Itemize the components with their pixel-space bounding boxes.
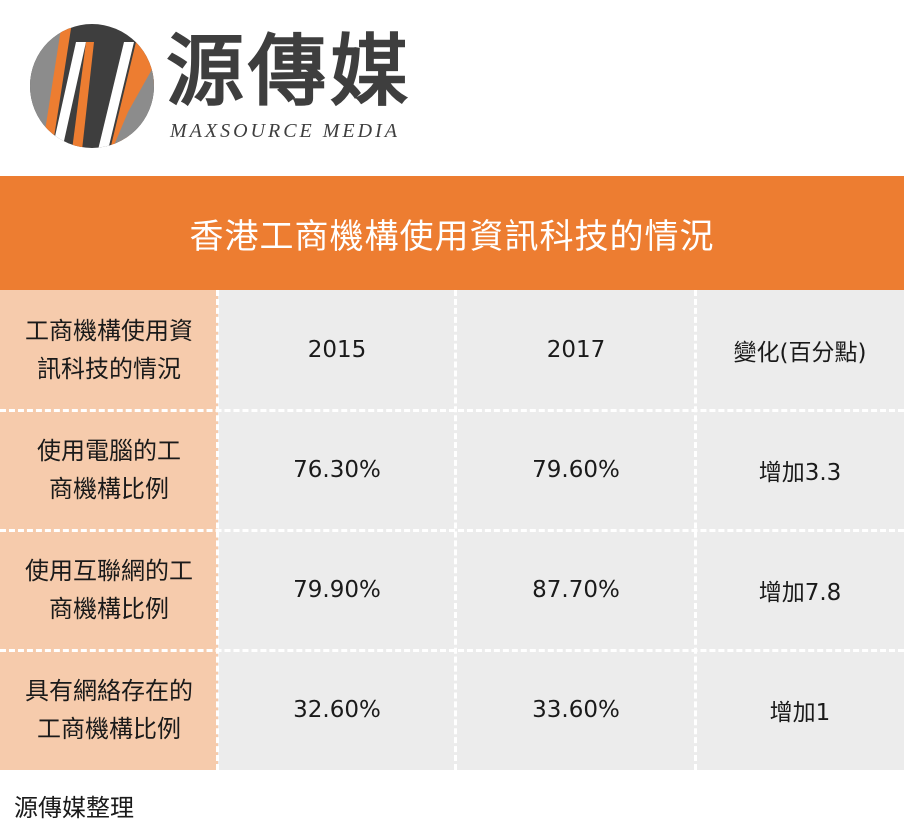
column-header-2017: 2017 — [456, 290, 696, 410]
column-header-change: 變化(百分點) — [696, 290, 904, 410]
row-value-change: 增加1 — [696, 650, 904, 770]
brand-name: 源傳媒 — [166, 26, 413, 117]
source-note: 源傳媒整理 — [14, 794, 134, 822]
row-value-2017: 33.60% — [456, 650, 696, 770]
maxsource-logo-icon — [30, 24, 154, 148]
table-row: 使用互聯網的工 商機構比例 79.90% 87.70% 增加7.8 — [0, 530, 904, 650]
title-banner: 香港工商機構使用資訊科技的情況 — [0, 176, 904, 290]
row-divider — [0, 529, 904, 532]
data-table: 工商機構使用資 訊科技的情況 2015 2017 變化(百分點) 使用電腦的工 … — [0, 290, 904, 770]
row-value-2017: 87.70% — [456, 530, 696, 650]
banner-title: 香港工商機構使用資訊科技的情況 — [189, 216, 715, 257]
row-label: 使用電腦的工 商機構比例 — [0, 410, 218, 530]
row-value-2015: 76.30% — [218, 410, 456, 530]
row-value-2015: 79.90% — [218, 530, 456, 650]
brand-subtitle: MAXSOURCE MEDIA — [170, 120, 400, 142]
row-value-2015: 32.60% — [218, 650, 456, 770]
header: 源傳媒 MAXSOURCE MEDIA — [0, 0, 904, 176]
table-row: 具有網絡存在的 工商機構比例 32.60% 33.60% 增加1 — [0, 650, 904, 770]
row-divider — [0, 409, 904, 412]
row-value-change: 增加7.8 — [696, 530, 904, 650]
row-divider — [0, 649, 904, 652]
table-row: 使用電腦的工 商機構比例 76.30% 79.60% 增加3.3 — [0, 410, 904, 530]
table-header-row: 工商機構使用資 訊科技的情況 2015 2017 變化(百分點) — [0, 290, 904, 410]
row-label: 使用互聯網的工 商機構比例 — [0, 530, 218, 650]
row-value-2017: 79.60% — [456, 410, 696, 530]
column-header-2015: 2015 — [218, 290, 456, 410]
row-label: 具有網絡存在的 工商機構比例 — [0, 650, 218, 770]
column-header-label: 工商機構使用資 訊科技的情況 — [0, 290, 218, 410]
row-value-change: 增加3.3 — [696, 410, 904, 530]
